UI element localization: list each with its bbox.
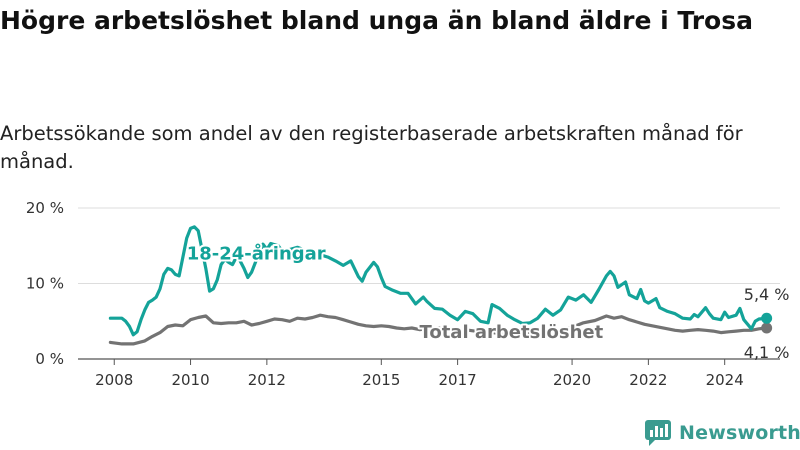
series-label-youth: 18-24-åringar [187, 242, 326, 264]
axis-layer: 0 % 10 % 20 % 2008 2010 2012 2015 2017 2020 2022 2… [26, 199, 744, 389]
series-line [108, 313, 769, 346]
y-tick-label: 20 % [26, 199, 64, 217]
series-line [108, 225, 769, 337]
y-tick-label: 0 % [35, 350, 64, 368]
newsworthy-brand-name: Newsworthy [679, 422, 800, 444]
series-layer [108, 225, 773, 346]
chart-title: Högre arbetslöshet bland unga än bland ä… [0, 6, 753, 35]
x-tick-label: 2010 [171, 371, 209, 389]
series-label-total: Total arbetslöshet [419, 322, 603, 343]
newsworthy-logo-icon [645, 420, 671, 446]
grid-layer [78, 207, 780, 360]
series-end-marker [761, 312, 773, 324]
series-end-marker [761, 322, 773, 334]
x-tick-label: 2015 [362, 371, 400, 389]
y-tick-label: 10 % [26, 275, 64, 293]
x-tick-label: 2012 [248, 371, 286, 389]
x-tick-label: 2020 [553, 371, 591, 389]
end-value-label-total: 4,1 % [744, 343, 790, 362]
newsworthy-brand[interactable]: Newsworthy [645, 419, 800, 447]
x-tick-label: 2022 [629, 371, 667, 389]
chart-subtitle: Arbetssökande som andel av den registerb… [0, 122, 743, 173]
x-tick-label: 2008 [95, 371, 133, 389]
label-layer: 18-24-åringar Total arbetslöshet 5,4 % 4,1 … [185, 240, 790, 362]
x-tick-label: 2017 [439, 371, 477, 389]
end-value-label-youth: 5,4 % [744, 285, 790, 304]
x-tick-label: 2024 [706, 371, 744, 389]
